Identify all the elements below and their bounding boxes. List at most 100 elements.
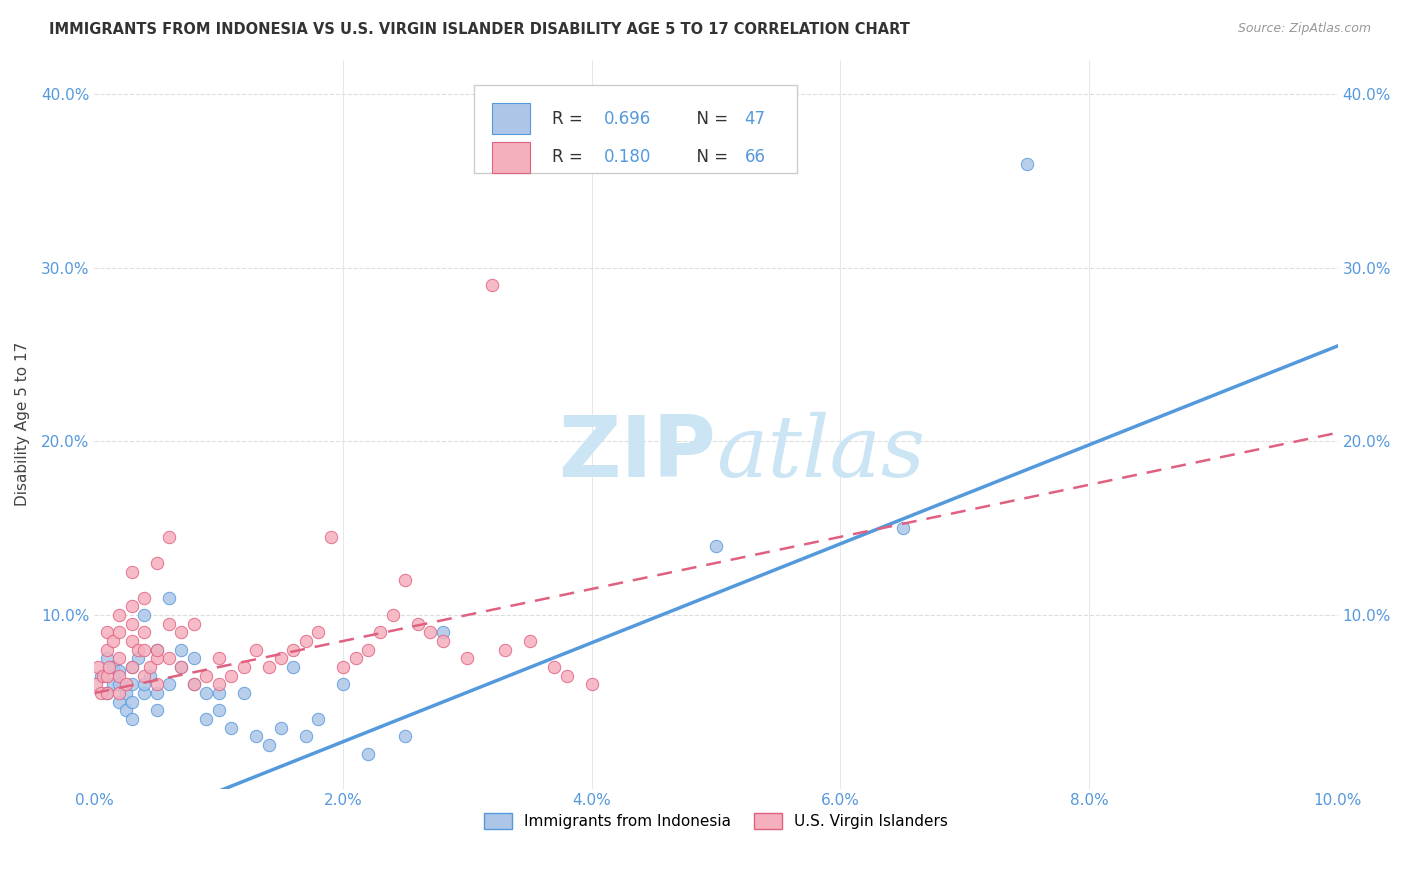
Point (219, 721, 242, 735)
Text: R =: R = (553, 110, 588, 128)
Text: 0.696: 0.696 (605, 110, 651, 128)
Point (121, 634, 143, 648)
Point (108, 664, 131, 678)
Point (139, 660, 162, 674)
Text: N =: N = (686, 148, 734, 166)
Point (183, 677, 205, 691)
Point (332, 660, 354, 674)
Point (332, 677, 354, 691)
Text: 66: 66 (745, 148, 766, 166)
Point (195, 686, 218, 700)
Point (195, 669, 218, 683)
Text: IMMIGRANTS FROM INDONESIA VS U.S. VIRGIN ISLANDER DISABILITY AGE 5 TO 17 CORRELA: IMMIGRANTS FROM INDONESIA VS U.S. VIRGIN… (49, 22, 910, 37)
Point (98, 660, 121, 674)
Point (208, 651, 231, 665)
Point (121, 712, 143, 726)
Point (891, 521, 914, 535)
Point (208, 677, 231, 691)
Point (357, 642, 380, 657)
Point (114, 677, 136, 691)
Point (183, 616, 205, 631)
Point (114, 703, 136, 717)
Point (307, 625, 329, 640)
Point (121, 695, 143, 709)
Point (145, 703, 167, 717)
Point (157, 530, 180, 544)
Point (394, 574, 416, 588)
Point (581, 677, 603, 691)
Point (170, 642, 193, 657)
Point (145, 651, 167, 665)
Point (283, 660, 305, 674)
Text: N =: N = (686, 110, 734, 128)
Point (121, 616, 143, 631)
FancyBboxPatch shape (492, 142, 530, 172)
Point (295, 634, 318, 648)
Point (370, 625, 392, 640)
Point (134, 669, 156, 683)
Point (170, 660, 193, 674)
Point (108, 607, 131, 622)
Point (134, 625, 156, 640)
Point (134, 591, 156, 605)
Text: 0.180: 0.180 (605, 148, 651, 166)
Point (432, 625, 454, 640)
Text: R =: R = (553, 148, 588, 166)
Point (108, 695, 131, 709)
Point (134, 607, 156, 622)
Point (134, 686, 156, 700)
Point (101, 677, 124, 691)
Point (145, 556, 167, 570)
Point (419, 625, 441, 640)
Point (170, 660, 193, 674)
Point (145, 686, 167, 700)
Point (183, 677, 205, 691)
Point (108, 625, 131, 640)
Point (96, 686, 118, 700)
Point (108, 651, 131, 665)
Point (108, 686, 131, 700)
Point (245, 730, 267, 744)
Point (87, 660, 110, 674)
Point (543, 660, 565, 674)
Point (84, 677, 107, 691)
Point (232, 660, 254, 674)
Point (101, 660, 124, 674)
Point (139, 669, 162, 683)
Point (157, 616, 180, 631)
Point (157, 591, 180, 605)
Point (257, 738, 280, 752)
Point (145, 677, 167, 691)
Point (90, 686, 112, 700)
Point (208, 703, 231, 717)
Point (183, 651, 205, 665)
Point (96, 669, 118, 683)
Point (344, 651, 367, 665)
Point (195, 712, 218, 726)
Legend: Immigrants from Indonesia, U.S. Virgin Islanders: Immigrants from Indonesia, U.S. Virgin I… (478, 807, 953, 836)
Point (134, 677, 156, 691)
Text: Source: ZipAtlas.com: Source: ZipAtlas.com (1237, 22, 1371, 36)
Point (232, 686, 254, 700)
Point (319, 530, 342, 544)
Point (704, 539, 727, 553)
Point (134, 642, 156, 657)
Point (96, 642, 118, 657)
Point (91, 669, 114, 683)
Point (157, 677, 180, 691)
Text: 47: 47 (745, 110, 766, 128)
Point (121, 660, 143, 674)
Point (381, 607, 404, 622)
Point (519, 634, 541, 648)
Point (96, 625, 118, 640)
Point (270, 651, 292, 665)
Point (121, 565, 143, 579)
Point (127, 651, 149, 665)
Point (127, 642, 149, 657)
FancyBboxPatch shape (474, 85, 797, 172)
Text: atlas: atlas (716, 412, 925, 494)
Point (456, 651, 478, 665)
Point (432, 634, 454, 648)
Point (121, 660, 143, 674)
Point (357, 747, 380, 761)
